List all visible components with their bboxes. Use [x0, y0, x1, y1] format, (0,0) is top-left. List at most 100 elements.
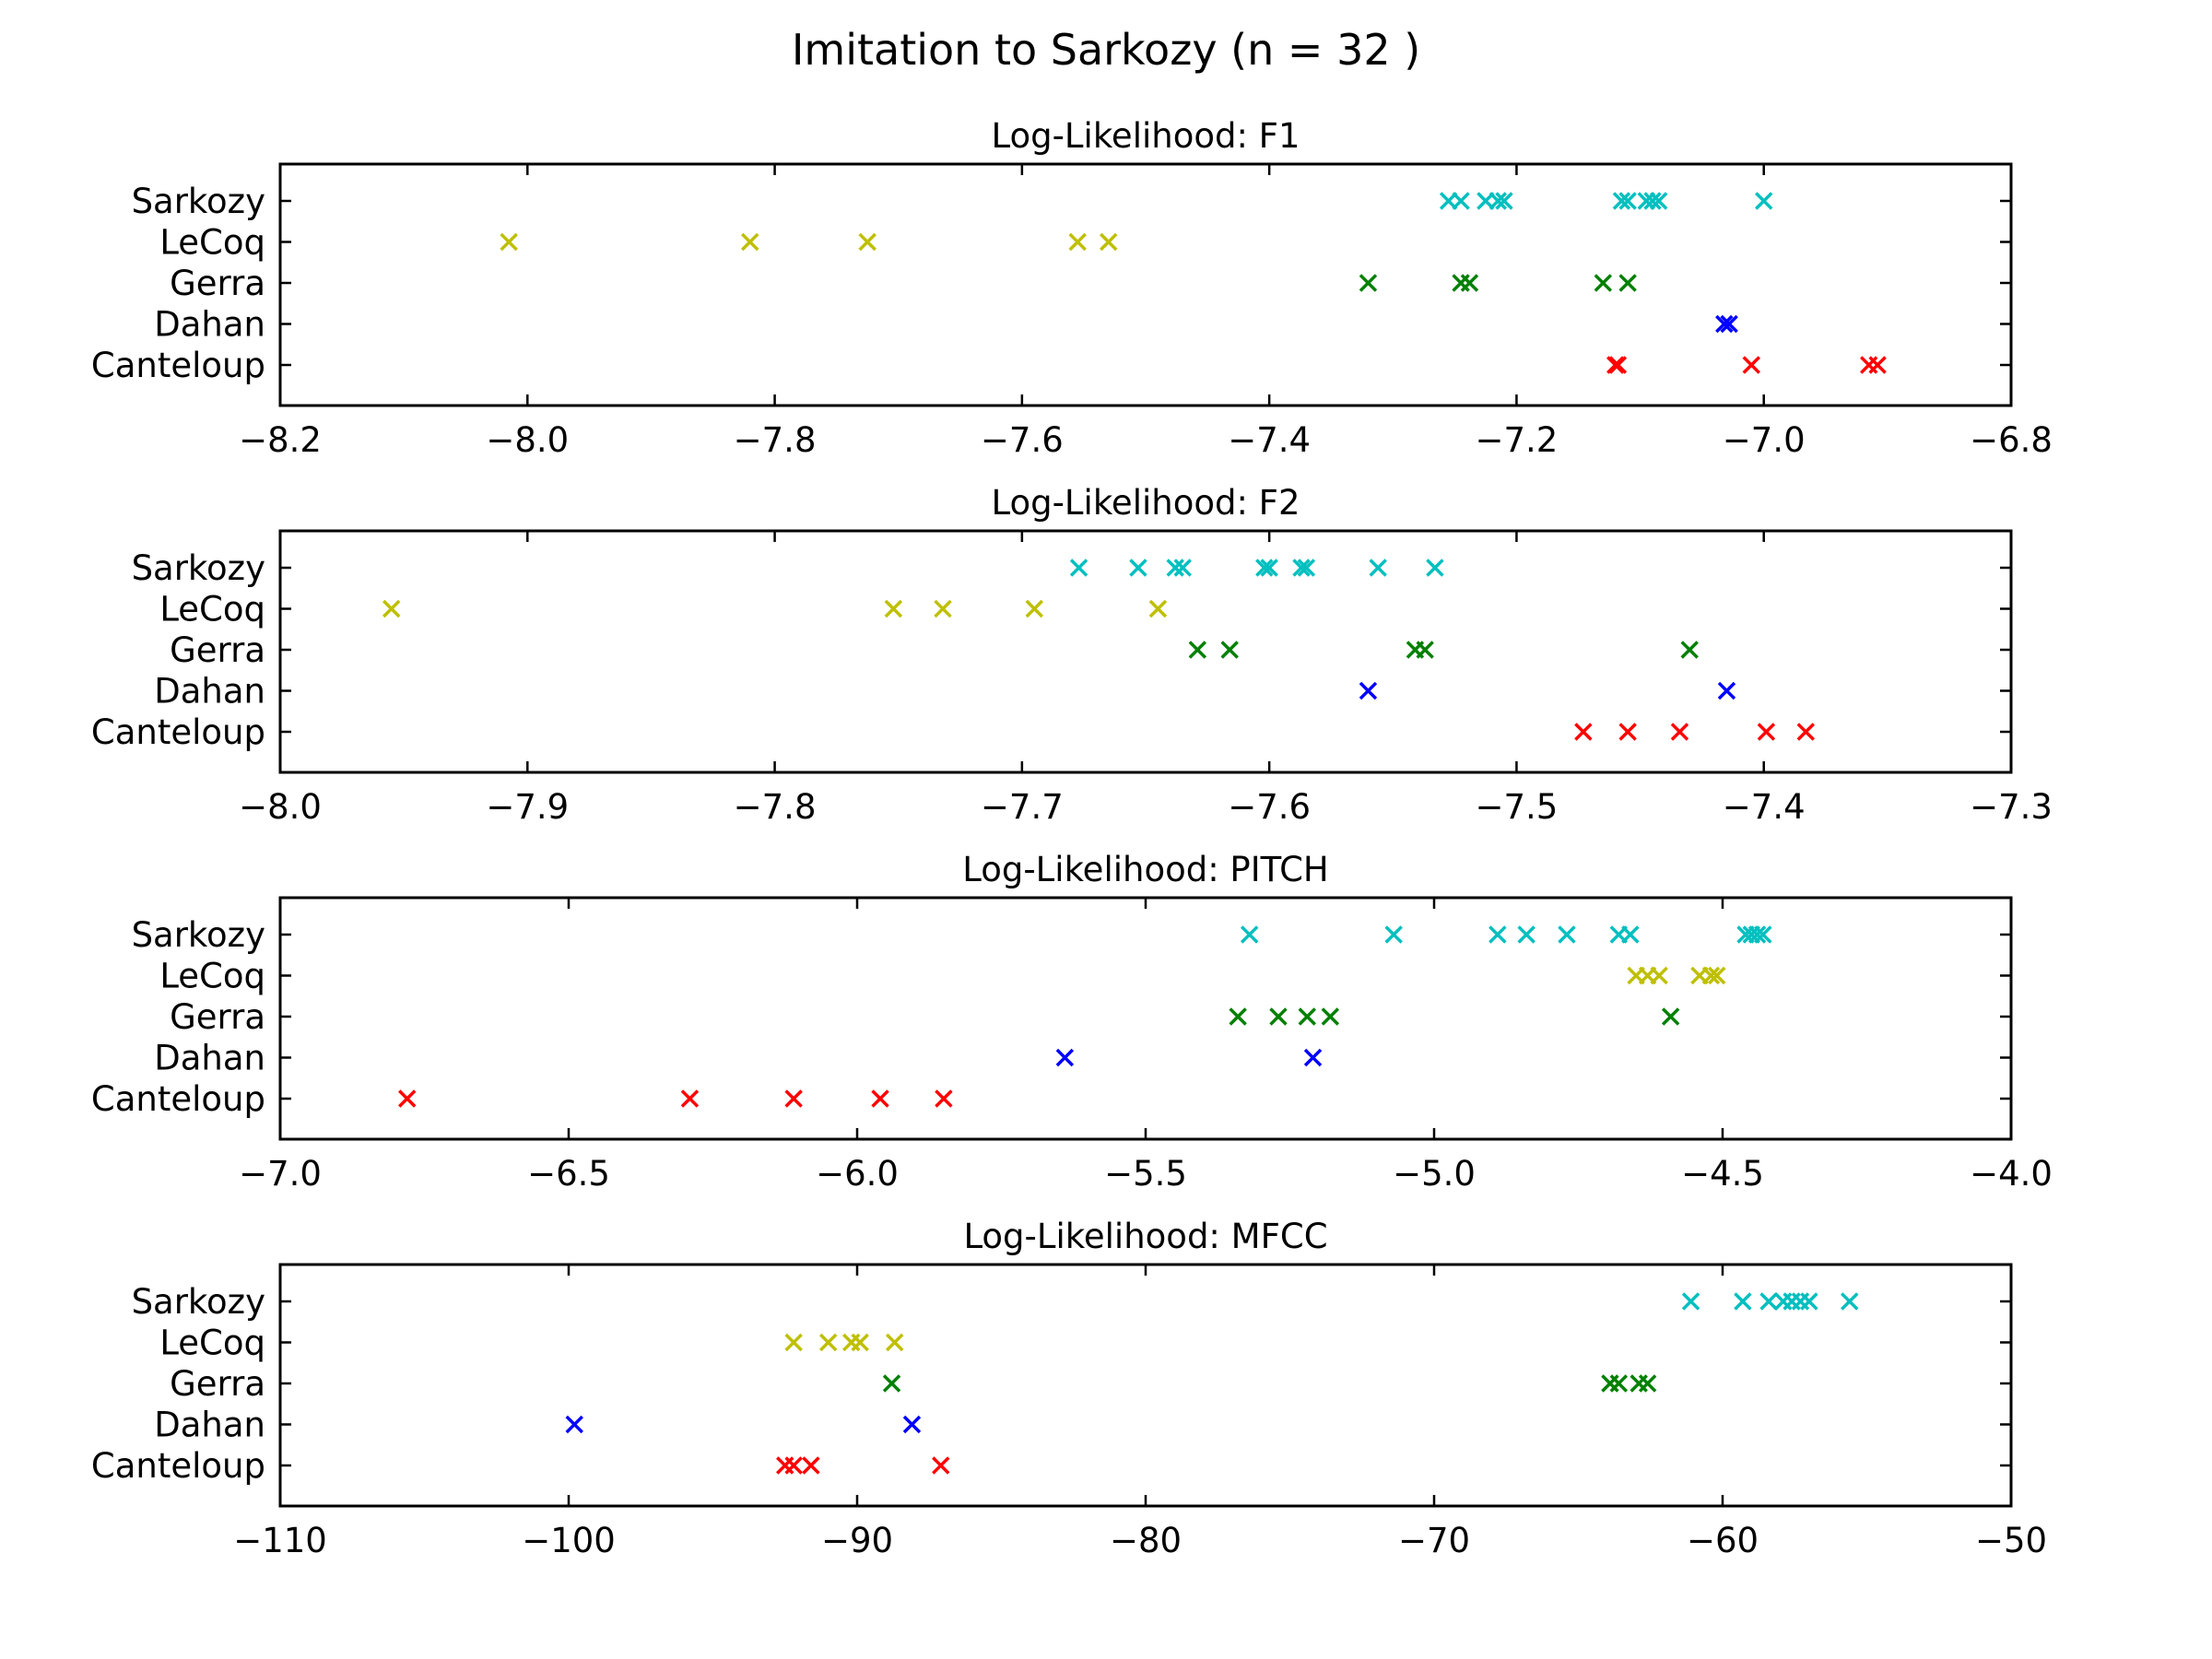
series-dahan: [1359, 681, 1736, 700]
subplot-3: Log-Likelihood: PITCH −7.0 −6.5 −6.0 −5.5 −5.…: [91, 850, 2053, 1194]
x-tick-label: −5.0: [1393, 1154, 1476, 1194]
plot-frame: [278, 529, 2013, 774]
data-point-lecoq: [1708, 966, 1726, 985]
data-point-sarkozy: [1747, 925, 1767, 944]
x-tick-label: −7.0: [1723, 420, 1806, 460]
series-gerra: [882, 1374, 1657, 1393]
data-point-gerra: [1359, 274, 1378, 292]
x-tick-label: −4.0: [1970, 1154, 2053, 1194]
data-point-sarkozy: [1681, 1292, 1700, 1311]
data-point-lecoq: [818, 1333, 838, 1352]
data-point-canteloup: [932, 1456, 950, 1475]
series-gerra: [1188, 641, 1699, 659]
x-tick-label: −8.0: [239, 787, 322, 827]
y-tick-label-lecoq: LeCoq: [159, 1324, 265, 1363]
data-point-gerra: [1680, 641, 1699, 659]
data-point-sarkozy: [1612, 192, 1631, 210]
data-point-dahan: [1055, 1048, 1075, 1067]
data-point-sarkozy: [1488, 192, 1508, 210]
series-canteloup: [776, 1456, 950, 1475]
data-point-sarkozy: [1260, 559, 1278, 577]
data-point-lecoq: [858, 232, 877, 252]
data-point-sarkozy: [1297, 559, 1316, 577]
x-tick-label: −7.0: [239, 1154, 322, 1194]
x-tick-label: −6.8: [1970, 420, 2053, 460]
data-point-canteloup: [1868, 356, 1887, 374]
data-point-canteloup: [1757, 723, 1776, 741]
data-point-canteloup: [1618, 723, 1637, 741]
data-point-gerra: [1618, 274, 1637, 292]
data-point-sarkozy: [1369, 559, 1387, 577]
x-tick-label: −50: [1975, 1521, 2047, 1560]
x-tick-label: −7.3: [1970, 787, 2053, 827]
data-point-sarkozy: [1452, 192, 1470, 210]
data-point-lecoq: [1025, 599, 1043, 618]
series-lecoq: [784, 1333, 904, 1352]
x-tick-label: −7.4: [1723, 787, 1806, 827]
series-lecoq: [500, 232, 1118, 252]
series-lecoq: [1627, 966, 1726, 985]
x-tick-label: −7.5: [1475, 787, 1558, 827]
data-point-lecoq: [885, 1333, 904, 1352]
data-point-sarkozy: [1755, 192, 1773, 210]
data-point-lecoq: [784, 1333, 803, 1352]
data-point-sarkozy: [1754, 925, 1772, 944]
y-tick-label-lecoq: LeCoq: [159, 223, 265, 263]
subplot-title: Log-Likelihood: PITCH: [962, 850, 1329, 889]
series-lecoq: [382, 599, 1168, 618]
data-point-sarkozy: [1166, 559, 1184, 577]
data-point-gerra: [1188, 641, 1207, 659]
data-point-lecoq: [1701, 966, 1721, 985]
x-tick-label: −4.5: [1681, 1154, 1764, 1194]
data-point-canteloup: [802, 1456, 820, 1475]
data-point-sarkozy: [1292, 559, 1311, 577]
data-point-dahan: [1303, 1048, 1323, 1067]
series-sarkozy: [1069, 559, 1444, 577]
x-tick-label: −110: [233, 1521, 327, 1560]
data-point-dahan: [1715, 314, 1734, 334]
y-tick-label-dahan: Dahan: [154, 1406, 265, 1445]
data-point-sarkozy: [1649, 192, 1668, 210]
y-tick-label-gerra: Gerra: [170, 1364, 265, 1404]
data-point-lecoq: [1148, 599, 1168, 618]
data-point-sarkozy: [1495, 192, 1513, 210]
y-tick-label-sarkozy: Sarkozy: [132, 915, 265, 955]
data-point-gerra: [1609, 1374, 1629, 1393]
x-tick-label: −7.4: [1228, 420, 1311, 460]
data-point-canteloup: [1796, 723, 1816, 741]
data-point-gerra: [1594, 274, 1613, 292]
data-point-gerra: [1321, 1007, 1340, 1026]
y-tick-label-dahan: Dahan: [154, 305, 265, 345]
data-point-sarkozy: [1759, 1292, 1778, 1311]
y-tick-label-canteloup: Canteloup: [91, 1446, 265, 1486]
data-point-sarkozy: [1488, 925, 1507, 944]
data-point-sarkozy: [1255, 559, 1274, 577]
y-tick-label-sarkozy: Sarkozy: [132, 548, 265, 588]
data-point-lecoq: [1068, 232, 1087, 252]
series-canteloup: [1606, 356, 1887, 374]
data-point-canteloup: [398, 1089, 417, 1108]
subplot-title: Log-Likelihood: F2: [991, 483, 1300, 523]
subplot-4: Log-Likelihood: MFCC −110 −100 −90 −80 −70 −60…: [91, 1217, 2047, 1560]
series-dahan: [1055, 1048, 1323, 1067]
y-tick-label-gerra: Gerra: [170, 264, 265, 303]
data-point-lecoq: [884, 599, 903, 618]
data-point-sarkozy: [1618, 192, 1637, 210]
data-point-lecoq: [1100, 232, 1118, 252]
data-point-sarkozy: [1734, 1292, 1752, 1311]
series-dahan: [1715, 314, 1738, 334]
x-tick-label: −5.5: [1104, 1154, 1187, 1194]
subplot-panels: Log-Likelihood: F1 −8.2 −8.0 −7.8 −7.6 −7.4 −7…: [91, 116, 2053, 1560]
x-tick-label: −6.0: [816, 1154, 899, 1194]
data-point-sarkozy: [1841, 1292, 1859, 1311]
y-tick-label-canteloup: Canteloup: [91, 1079, 265, 1119]
subplot-title: Log-Likelihood: F1: [991, 116, 1300, 156]
data-point-gerra: [1229, 1007, 1247, 1026]
x-tick-label: −100: [522, 1521, 616, 1560]
data-point-dahan: [902, 1415, 922, 1434]
series-dahan: [565, 1415, 922, 1434]
data-point-gerra: [882, 1374, 901, 1393]
data-point-sarkozy: [1426, 559, 1444, 577]
series-gerra: [1359, 274, 1637, 292]
